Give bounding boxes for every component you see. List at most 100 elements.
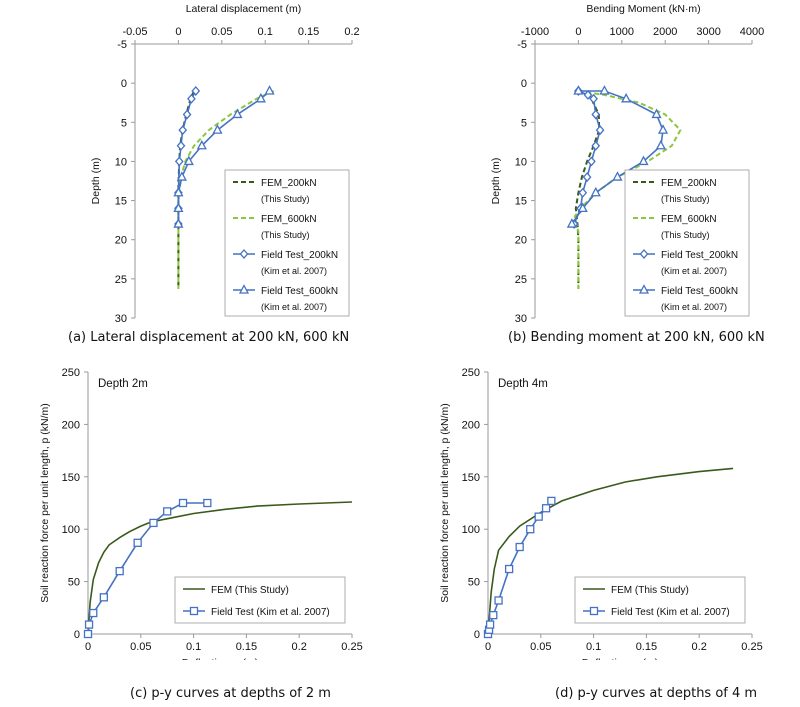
x-tick-label: 1000 (610, 26, 634, 38)
data-point (573, 85, 584, 95)
series-line-0 (574, 90, 601, 289)
data-point (485, 620, 495, 629)
data-point (591, 140, 601, 151)
data-point (191, 85, 201, 96)
depth-annotation: Depth 2m (98, 378, 148, 390)
series-line-3 (177, 90, 271, 225)
caption-c: (c) p-y curves at depths of 2 m (130, 686, 331, 701)
data-point (196, 139, 207, 150)
data-point (176, 140, 186, 151)
data-point (212, 124, 223, 134)
legend-label: FEM_200kN (661, 178, 717, 189)
x-tick-label: 0.15 (636, 641, 657, 653)
x-tick-label: 2000 (653, 26, 677, 38)
y-tick-label: 100 (62, 524, 80, 536)
legend-label: FEM_600kN (661, 214, 717, 225)
x-tick-label: 0.1 (258, 26, 273, 38)
legend-marker (589, 606, 599, 616)
y-tick-label: 25 (115, 274, 127, 286)
data-point (174, 156, 184, 167)
data-point (83, 629, 93, 639)
data-point (534, 512, 543, 521)
data-point (149, 518, 158, 528)
legend-sublabel: (This Study) (261, 230, 310, 240)
series-line-1 (87, 502, 208, 635)
data-point (178, 125, 188, 136)
legend-label: Field Test_200kN (261, 250, 338, 261)
data-point (115, 566, 124, 576)
data-point (657, 124, 669, 134)
data-point (489, 610, 498, 620)
x-tick-label: 0.05 (211, 26, 232, 38)
y-tick-label: 0 (474, 629, 480, 641)
y-tick-label: 0 (121, 78, 127, 90)
legend-label: Field Test (Kim et al. 2007) (211, 607, 330, 618)
legend-label: Field Test_600kN (261, 286, 338, 297)
legend-label: Field Test_200kN (661, 250, 738, 261)
data-point (651, 108, 662, 119)
x-tick-label: 0.15 (236, 641, 257, 653)
x-tick-label: 0 (575, 26, 581, 38)
data-point (232, 108, 243, 119)
caption-a: (a) Lateral displacement at 200 kN, 600 … (68, 330, 350, 345)
x-axis-label: Deflection, y (m) (582, 657, 658, 660)
y-tick-label: 150 (62, 472, 80, 484)
figure-canvas: -0.05 0 0.05 0.1 0.15 0.2-5051015202530Latera… (39, 3, 764, 660)
y-tick-label: 100 (462, 524, 480, 536)
x-tick-label: 0 (485, 641, 491, 653)
y-tick-label: 250 (462, 367, 480, 379)
x-tick-label: 0 (85, 641, 91, 653)
x-tick-label: 0.2 (692, 641, 707, 653)
chart-2: 0 0.05 0.1 0.15 0.2 0.25 0 50 100 150 200 250 Deflec… (39, 367, 363, 660)
x-tick-label: 0.05 (530, 641, 551, 653)
y-tick-label: 30 (515, 313, 527, 325)
y-tick-label: 15 (115, 196, 127, 208)
data-point (577, 202, 588, 213)
data-point (582, 172, 592, 183)
y-axis-label: Depth (m) (490, 158, 502, 205)
x-tick-label: -1000 (521, 26, 549, 38)
legend-sublabel: (Kim et al. 2007) (661, 302, 727, 312)
legend-marker (239, 249, 249, 259)
x-axis-label: Bending Moment (kN·m) (586, 3, 700, 15)
data-point (178, 498, 188, 508)
legend-sublabel: (Kim et al. 2007) (261, 302, 327, 312)
data-point (264, 85, 275, 95)
x-tick-label: 0.1 (186, 641, 201, 653)
data-point (638, 155, 649, 166)
data-point (599, 85, 610, 95)
data-point (182, 109, 192, 120)
x-tick-label: 0.25 (341, 641, 362, 653)
x-tick-label: 0.25 (741, 641, 762, 653)
legend-label: FEM_600kN (261, 214, 317, 225)
data-point (133, 538, 142, 547)
data-point (591, 109, 601, 120)
chart-3: 0 0.05 0.1 0.15 0.2 0.25 0 50 100 150 200 250 Deflec… (439, 367, 763, 660)
y-axis-label: Soil reaction force per unit length, p (… (39, 403, 51, 603)
data-point (515, 542, 524, 552)
data-point (187, 93, 196, 104)
data-point (183, 155, 194, 166)
y-tick-label: 20 (115, 235, 127, 247)
y-tick-label: -5 (117, 39, 127, 51)
y-tick-label: 50 (68, 577, 80, 589)
x-tick-label: 3000 (696, 26, 720, 38)
data-point (99, 593, 108, 602)
data-point (89, 608, 98, 618)
legend-marker (189, 606, 199, 616)
data-point (589, 93, 598, 104)
x-axis-label: Deflection, y (m) (182, 657, 258, 660)
data-point (176, 171, 187, 181)
legend-label: Field Test_600kN (661, 286, 738, 297)
legend-sublabel: (This Study) (261, 194, 310, 204)
data-point (566, 218, 577, 228)
data-point (595, 125, 605, 136)
legend-label: FEM (This Study) (211, 585, 289, 596)
y-tick-label: 250 (62, 367, 80, 379)
data-point (84, 620, 94, 629)
depth-annotation: Depth 4m (498, 378, 548, 390)
x-axis-label: Lateral displacement (m) (186, 3, 302, 15)
y-tick-label: 15 (515, 196, 527, 208)
chart-1: -1000 0 1000 2000 3000 4000 -5 0 5 10 15 20 25 30 Bend… (490, 3, 764, 325)
legend-sublabel: (Kim et al. 2007) (261, 266, 327, 276)
